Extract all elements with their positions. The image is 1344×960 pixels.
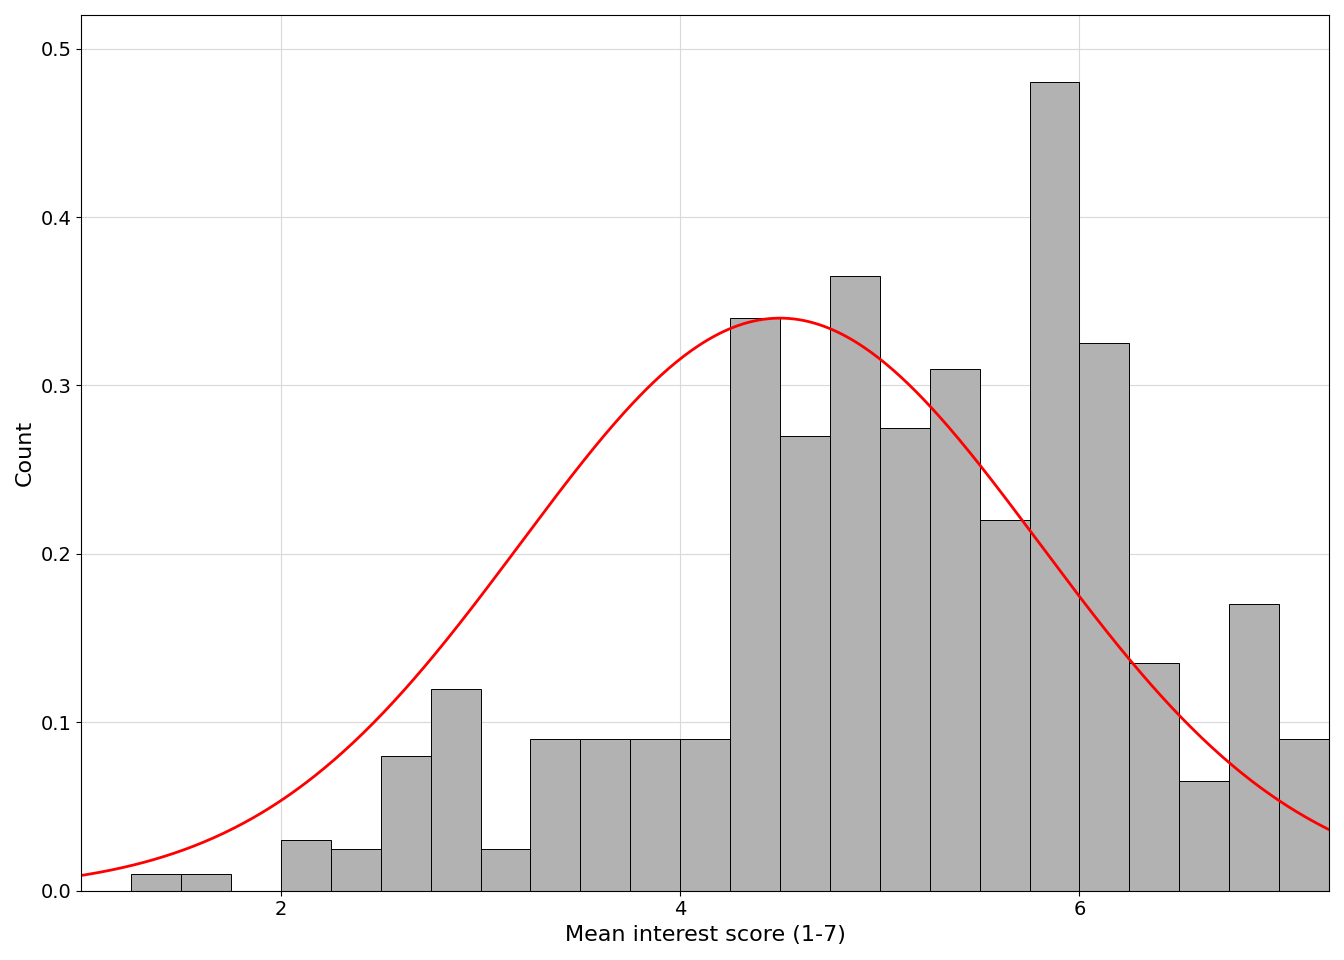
Bar xyxy=(829,276,880,891)
Bar xyxy=(1179,781,1230,891)
Bar xyxy=(980,520,1030,891)
Bar xyxy=(331,849,380,891)
Bar xyxy=(581,739,630,891)
Bar xyxy=(730,318,780,891)
Bar xyxy=(430,688,481,891)
Bar xyxy=(630,739,680,891)
Bar xyxy=(930,369,980,891)
Bar xyxy=(531,739,581,891)
Bar xyxy=(780,436,829,891)
Bar xyxy=(281,840,331,891)
X-axis label: Mean interest score (1-7): Mean interest score (1-7) xyxy=(564,925,845,945)
Bar xyxy=(1079,344,1129,891)
Bar xyxy=(680,739,730,891)
Bar xyxy=(880,427,930,891)
Bar xyxy=(481,849,531,891)
Bar xyxy=(1129,663,1179,891)
Bar xyxy=(132,874,181,891)
Y-axis label: Count: Count xyxy=(15,420,35,486)
Bar xyxy=(1230,605,1279,891)
Bar xyxy=(380,756,430,891)
Bar xyxy=(1030,83,1079,891)
Bar xyxy=(181,874,231,891)
Bar xyxy=(1279,739,1329,891)
